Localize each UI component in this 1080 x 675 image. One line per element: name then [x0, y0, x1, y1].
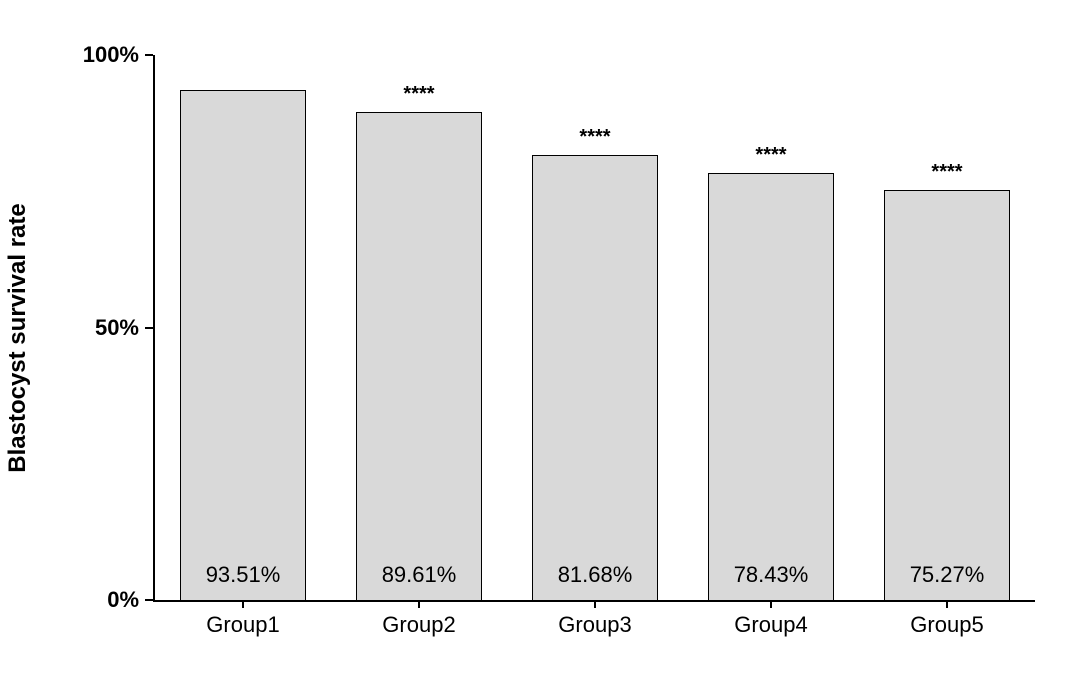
significance-marker: ****: [931, 161, 962, 184]
x-tick: [946, 600, 948, 608]
bar-value-label: 93.51%: [206, 562, 281, 588]
y-tick-label: 0%: [107, 587, 139, 613]
bar: [356, 112, 483, 600]
bar-chart: Blastocyst survival rate 0% 50% 100% 93.51%…: [0, 0, 1080, 675]
bar-value-label: 81.68%: [558, 562, 633, 588]
significance-marker: ****: [579, 126, 610, 149]
x-tick: [242, 600, 244, 608]
x-tick: [594, 600, 596, 608]
bar: [708, 173, 835, 600]
x-tick-label: Group1: [206, 612, 279, 638]
y-axis-line: [153, 55, 155, 602]
y-tick: [145, 54, 153, 56]
bar-value-label: 75.27%: [910, 562, 985, 588]
y-tick-label: 50%: [95, 315, 139, 341]
bar-value-label: 78.43%: [734, 562, 809, 588]
bar: [884, 190, 1011, 600]
y-tick-label: 100%: [83, 42, 139, 68]
plot-area: 0%50%100%93.51%Group189.61%****Group281.…: [155, 55, 1035, 600]
y-axis-label: Blastocyst survival rate: [4, 203, 32, 472]
bar-value-label: 89.61%: [382, 562, 457, 588]
bar: [180, 90, 307, 600]
significance-marker: ****: [755, 144, 786, 167]
bar: [532, 155, 659, 600]
x-tick-label: Group3: [558, 612, 631, 638]
x-tick-label: Group2: [382, 612, 455, 638]
x-tick: [770, 600, 772, 608]
y-tick: [145, 599, 153, 601]
significance-marker: ****: [403, 83, 434, 106]
x-tick-label: Group5: [910, 612, 983, 638]
x-tick: [418, 600, 420, 608]
x-tick-label: Group4: [734, 612, 807, 638]
y-tick: [145, 327, 153, 329]
